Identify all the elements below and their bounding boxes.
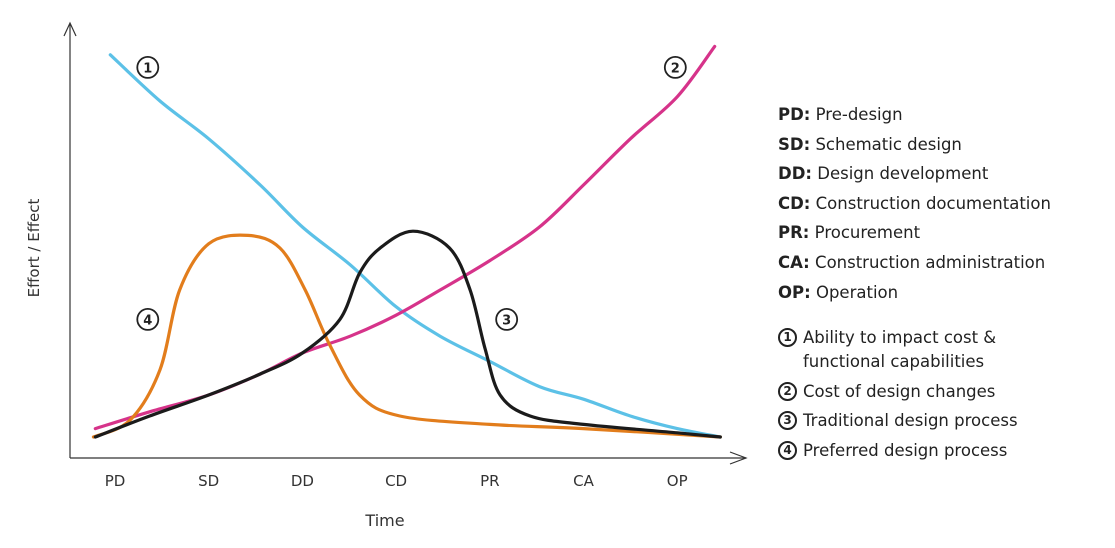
series-legend-text: Cost of design changes — [803, 381, 996, 401]
phase-abbr: DD: — [778, 164, 812, 184]
curve-number-marker: 3 — [495, 307, 519, 331]
series-legend-item: 4 Preferred design process — [778, 439, 1018, 463]
x-axis-label: Time — [364, 511, 404, 530]
series-legend-item: 1 Ability to impact cost & functional capa… — [778, 326, 1018, 374]
x-tick-label: CA — [573, 472, 594, 490]
series-legend-text: Preferred design process — [803, 440, 1008, 460]
x-tick-label: SD — [198, 472, 219, 490]
phase-legend-item: OP: Operation — [778, 281, 1051, 311]
number-circle-icon: 1 — [778, 328, 797, 347]
phase-legend-item: PR: Procurement — [778, 221, 1051, 251]
phase-legend-item: PD: Pre-design — [778, 103, 1051, 133]
number-circle-icon: 4 — [778, 440, 797, 460]
phase-name: Pre-design — [815, 105, 903, 124]
phase-name: Schematic design — [815, 134, 962, 154]
svg-text:4: 4 — [143, 313, 152, 328]
phase-abbr: PD: — [778, 105, 811, 124]
number-circle-icon: 3 — [778, 411, 797, 430]
y-axis-label: Effort / Effect — [25, 198, 43, 297]
phase-name: Construction administration — [815, 252, 1046, 272]
phase-legend-item: CA: Construction administration — [778, 251, 1051, 281]
y-axis-arrow — [63, 21, 77, 37]
x-axis-arrow — [729, 451, 748, 465]
phase-name: Operation — [815, 282, 899, 302]
x-tick-label: CD — [385, 472, 407, 490]
series-legend-item: 3 Traditional design process — [778, 409, 1018, 433]
phase-legend-item: CD: Construction documentation — [778, 192, 1051, 222]
series-legend-text-2: functional capabilities — [803, 352, 985, 371]
phase-abbr: SD: — [778, 134, 811, 154]
x-tick-label: PD — [105, 472, 126, 490]
chart: PD SD DD CD PR CA OP 1 2 3 4 Time Effort / Effect — [25, 21, 748, 530]
phase-name: Procurement — [814, 223, 921, 243]
svg-text:2: 2 — [671, 61, 680, 76]
series-legend-item: 2 Cost of design changes — [778, 380, 1018, 404]
phase-abbr: CD: — [778, 193, 811, 213]
series-legend-text: Ability to impact cost & — [803, 328, 997, 347]
svg-text:1: 1 — [143, 61, 152, 76]
series-legend-text: Traditional design process — [803, 411, 1018, 430]
series-legend: 1 Ability to impact cost & functional capa… — [778, 326, 1018, 468]
phase-abbr: CA: — [778, 252, 810, 272]
x-tick-label: PR — [480, 472, 499, 490]
axes — [63, 21, 748, 465]
phase-abbr: OP: — [778, 282, 811, 302]
phase-legend-item: SD: Schematic design — [778, 133, 1051, 163]
phase-legend: PD: Pre-design SD: Schematic design DD: De… — [778, 103, 1051, 310]
series-line-1 — [108, 53, 722, 439]
phase-abbr: PR: — [778, 223, 810, 243]
svg-text:3: 3 — [502, 313, 511, 328]
curve-number-marker: 1 — [136, 56, 160, 79]
x-tick-label: DD — [291, 472, 314, 490]
number-circle-icon: 2 — [778, 381, 797, 401]
phase-legend-item: DD: Design development — [778, 162, 1051, 192]
series-line-4 — [91, 233, 722, 439]
phase-name: Design development — [817, 164, 989, 184]
curve-number-marker: 4 — [136, 307, 160, 331]
series-line-3 — [93, 229, 722, 439]
curve-number-marker: 2 — [663, 56, 687, 79]
phase-name: Construction documentation — [815, 193, 1051, 213]
series-line-2 — [93, 44, 717, 431]
x-tick-label: OP — [667, 472, 688, 490]
